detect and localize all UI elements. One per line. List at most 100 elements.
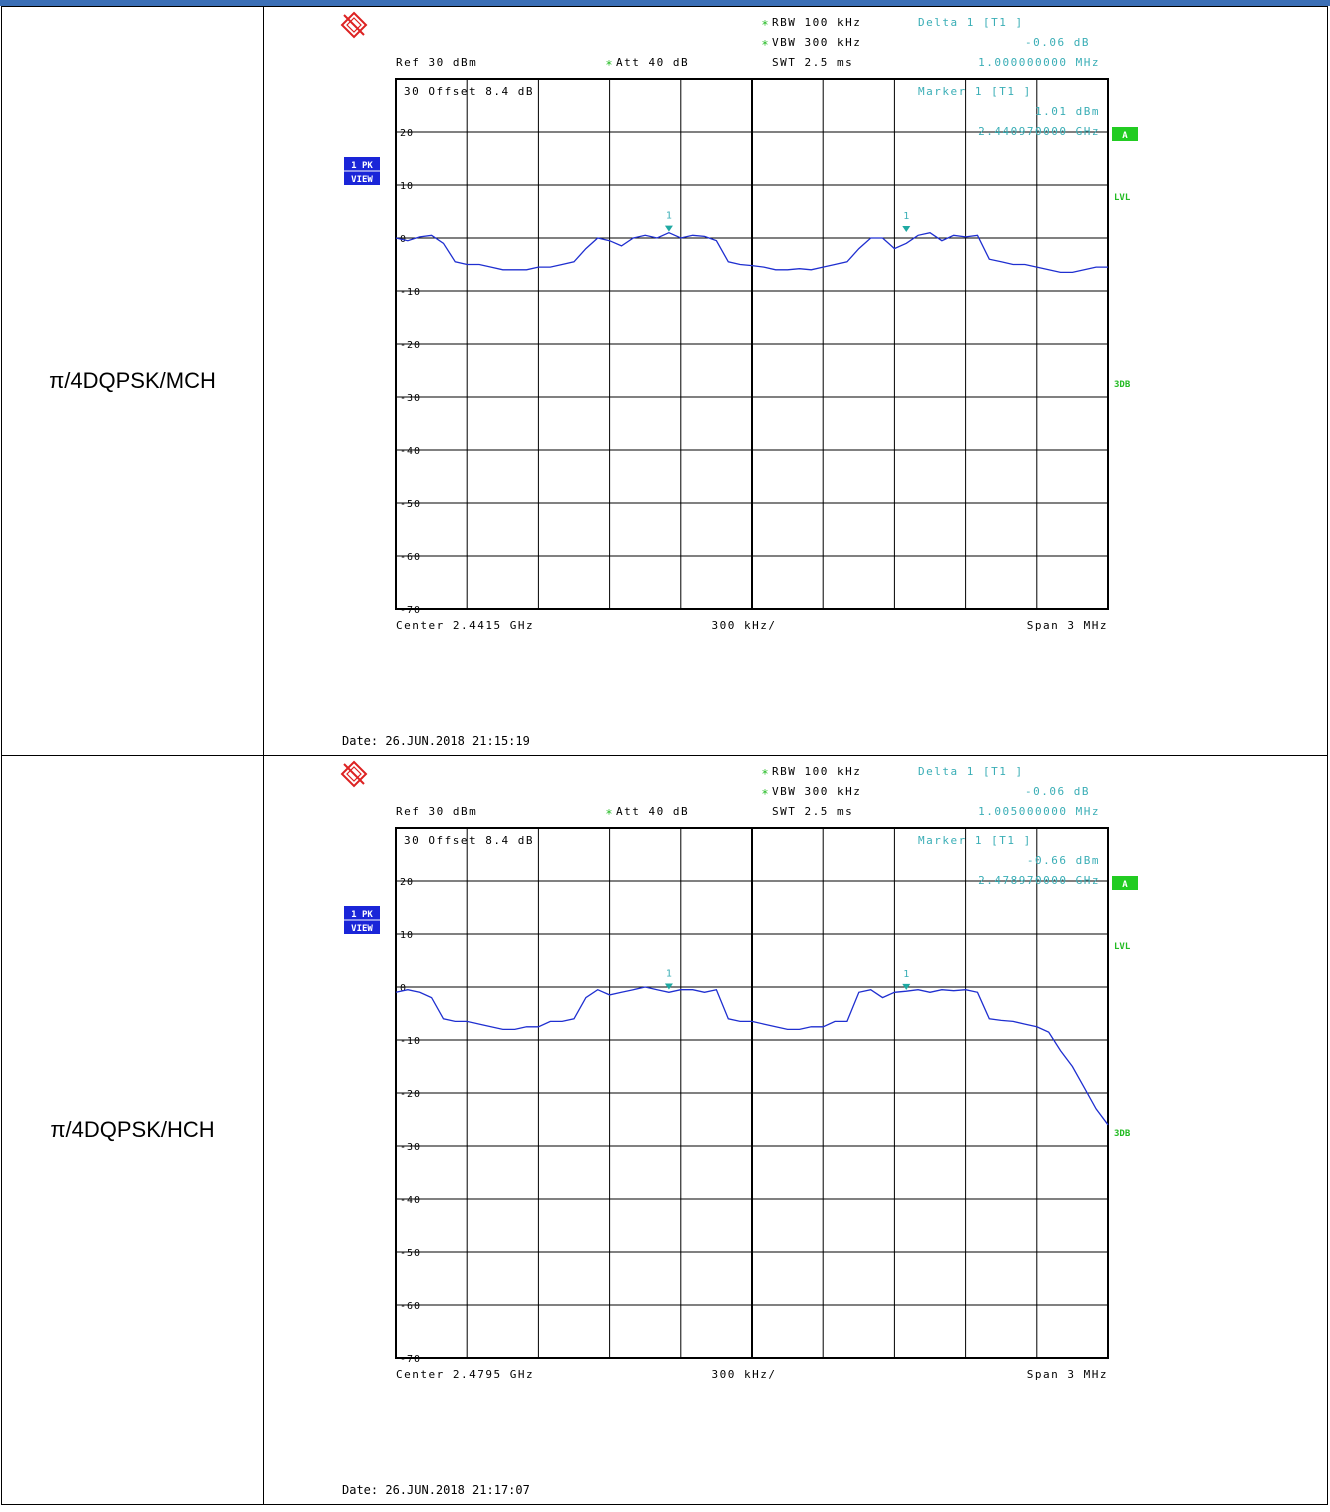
row-label: π/4DQPSK/MCH — [49, 368, 216, 393]
y-tick-label: 20 — [400, 128, 414, 139]
span-readout: Span 3 MHz — [1027, 619, 1108, 632]
plot-frame — [395, 78, 1109, 610]
center-frequency-readout: Center 2.4795 GHz — [396, 1368, 534, 1381]
y-tick-label: -60 — [400, 552, 421, 563]
plot-grid — [396, 79, 1108, 609]
marker-frequency: 2.478970000 GHz — [978, 874, 1100, 887]
marker-title: Marker 1 [T1 ] — [918, 85, 1032, 98]
capture-date: Date: 26.JUN.2018 21:17:07 — [342, 1483, 530, 1497]
swt-readout: SWT 2.5 ms — [772, 805, 853, 818]
y-tick-label: -50 — [400, 1248, 421, 1259]
vbw-readout: VBW 300 kHz — [772, 36, 861, 49]
y-tick-label: -20 — [400, 340, 421, 351]
rohde-schwarz-logo — [340, 760, 368, 788]
vbw-readout: VBW 300 kHz — [772, 785, 861, 798]
trace-badge-top: 1 PK — [351, 910, 373, 920]
plot-grid — [396, 828, 1108, 1358]
center-frequency-readout: Center 2.4415 GHz — [396, 619, 534, 632]
trace-badge: 1 PK VIEW — [344, 906, 380, 934]
analyzer-screenshot: * RBW 100 kHz * VBW 300 kHz SWT 2.5 ms Ref 30… — [264, 756, 1328, 1504]
vbw-star-icon: * — [762, 38, 768, 52]
plot-cell: * RBW 100 kHz * VBW 300 kHz SWT 2.5 ms Ref 30… — [263, 6, 1328, 756]
division-readout: 300 kHz/ — [712, 619, 777, 632]
attenuation-readout: Att 40 dB — [616, 805, 689, 818]
table-row: π/4DQPSK/HCH * RBW 100 kHz * VBW 300 kHz SWT… — [1, 755, 1328, 1505]
side-3db-label: 3DB — [1114, 1129, 1131, 1139]
row-label-cell: π/4DQPSK/HCH — [1, 755, 264, 1505]
side-a-indicator — [1112, 876, 1138, 890]
capture-date: Date: 26.JUN.2018 21:15:19 — [342, 734, 530, 748]
spectrum-plot: * RBW 100 kHz * VBW 300 kHz SWT 2.5 ms Ref 30… — [340, 760, 1138, 1497]
side-a-label: A — [1122, 880, 1128, 890]
delta-title: Delta 1 [T1 ] — [918, 765, 1024, 778]
y-tick-label: -30 — [400, 1142, 421, 1153]
side-a-label: A — [1122, 131, 1128, 141]
rbw-readout: RBW 100 kHz — [772, 765, 861, 778]
delta-frequency: 1.000000000 MHz — [978, 56, 1100, 69]
delta-value: -0.06 dB — [1025, 36, 1090, 49]
side-lvl-label: LVL — [1114, 942, 1131, 952]
y-tick-label: -20 — [400, 1089, 421, 1100]
y-tick-label: -70 — [400, 605, 421, 616]
marker-point: 1 — [664, 968, 673, 990]
y-tick-label: 10 — [400, 930, 414, 941]
y-tick-label: 10 — [400, 181, 414, 192]
marker-label: 1 — [666, 211, 672, 222]
row-label: π/4DQPSK/HCH — [50, 1117, 215, 1142]
trace-badge-bottom: VIEW — [351, 175, 373, 185]
offset-readout: 30 Offset 8.4 dB — [404, 834, 534, 847]
marker-point: 1 — [664, 211, 673, 232]
rbw-star-icon: * — [762, 18, 768, 32]
attenuation-readout: Att 40 dB — [616, 56, 689, 69]
plot-frame — [395, 827, 1109, 1359]
row-label-cell: π/4DQPSK/MCH — [1, 6, 264, 756]
offset-readout: 30 Offset 8.4 dB — [404, 85, 534, 98]
ref-level-readout: Ref 30 dBm — [396, 56, 477, 69]
y-tick-label: 0 — [400, 983, 407, 994]
marker-point: 1 — [902, 969, 911, 990]
delta-value: -0.06 dB — [1025, 785, 1090, 798]
marker-label: 1 — [903, 969, 909, 980]
marker-label: 1 — [903, 211, 909, 222]
rbw-readout: RBW 100 kHz — [772, 16, 861, 29]
top-accent-bar — [0, 0, 1330, 6]
analyzer-screenshot: * RBW 100 kHz * VBW 300 kHz SWT 2.5 ms Ref 30… — [264, 7, 1328, 755]
trace-badge-top: 1 PK — [351, 161, 373, 171]
att-star-icon: * — [606, 807, 612, 821]
rohde-schwarz-logo — [340, 11, 368, 39]
marker-title: Marker 1 [T1 ] — [918, 834, 1032, 847]
side-lvl-label: LVL — [1114, 193, 1131, 203]
table-row: π/4DQPSK/MCH * RBW 100 kHz * VBW 300 kHz SWT… — [1, 6, 1328, 756]
vbw-star-icon: * — [762, 787, 768, 801]
side-a-indicator — [1112, 127, 1138, 141]
side-3db-label: 3DB — [1114, 380, 1131, 390]
y-tick-label: -30 — [400, 393, 421, 404]
y-tick-label: -60 — [400, 1301, 421, 1312]
y-tick-label: -50 — [400, 499, 421, 510]
trace-line — [395, 231, 1108, 274]
delta-title: Delta 1 [T1 ] — [918, 16, 1024, 29]
y-tick-label: -40 — [400, 1195, 421, 1206]
span-readout: Span 3 MHz — [1027, 1368, 1108, 1381]
trace-line — [395, 986, 1109, 1126]
y-tick-label: -40 — [400, 446, 421, 457]
att-star-icon: * — [606, 58, 612, 72]
y-tick-label: 20 — [400, 877, 414, 888]
spectrum-plot: * RBW 100 kHz * VBW 300 kHz SWT 2.5 ms Ref 30… — [340, 11, 1138, 748]
trace-badge: 1 PK VIEW — [344, 157, 380, 185]
marker-value: 1.01 dBm — [1035, 105, 1100, 118]
report-table: π/4DQPSK/MCH * RBW 100 kHz * VBW 300 kHz SWT… — [1, 6, 1328, 1505]
y-tick-label: -10 — [400, 287, 421, 298]
swt-readout: SWT 2.5 ms — [772, 56, 853, 69]
rbw-star-icon: * — [762, 767, 768, 781]
division-readout: 300 kHz/ — [712, 1368, 777, 1381]
marker-point: 1 — [902, 211, 911, 232]
marker-frequency: 2.440970000 GHz — [978, 125, 1100, 138]
marker-value: -0.66 dBm — [1027, 854, 1100, 867]
y-tick-label: -10 — [400, 1036, 421, 1047]
delta-frequency: 1.005000000 MHz — [978, 805, 1100, 818]
plot-cell: * RBW 100 kHz * VBW 300 kHz SWT 2.5 ms Ref 30… — [263, 755, 1328, 1505]
marker-label: 1 — [666, 968, 672, 979]
ref-level-readout: Ref 30 dBm — [396, 805, 477, 818]
y-tick-label: -70 — [400, 1354, 421, 1365]
